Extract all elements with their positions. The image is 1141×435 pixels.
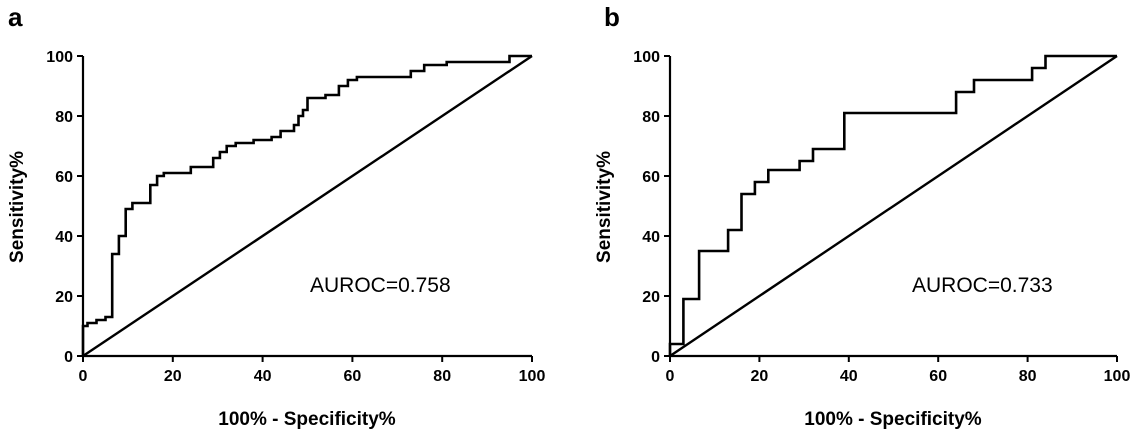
y-tick-label: 60 — [642, 169, 660, 186]
x-tick-label: 60 — [929, 368, 947, 385]
y-tick-label: 20 — [55, 289, 73, 306]
roc-curve — [668, 54, 1117, 356]
x-tick-label: 100 — [1104, 368, 1131, 385]
y-tick-label: 80 — [642, 109, 660, 126]
roc-curve — [81, 54, 532, 356]
auroc-annotation: AUROC=0.758 — [310, 274, 451, 297]
x-tick-label: 40 — [840, 368, 858, 385]
y-tick-label: 40 — [55, 229, 73, 246]
marks-layer — [81, 54, 533, 357]
panel-letter: a — [8, 2, 23, 32]
y-tick-label: 40 — [642, 229, 660, 246]
reference-diagonal — [669, 55, 1118, 357]
panel-b: b Sensitivity% 100% - Specificity% AUROC… — [594, 2, 1130, 430]
x-axis-title: 100% - Specificity% — [804, 409, 982, 430]
tick-layer: 0 20 40 60 80 100 0 20 40 60 80 100 — [633, 49, 1130, 385]
x-tick-label: 100 — [519, 368, 546, 385]
y-tick-label: 0 — [64, 349, 73, 366]
panel-letter: b — [604, 2, 620, 32]
x-tick-label: 20 — [751, 368, 769, 385]
y-tick-label: 100 — [46, 49, 73, 66]
axes — [81, 56, 532, 358]
tick-layer: 0 20 40 60 80 100 0 20 40 60 80 100 — [46, 49, 545, 385]
y-tick-label: 0 — [651, 349, 660, 366]
x-tick-label: 0 — [79, 368, 88, 385]
y-axis-title: Sensitivity% — [594, 151, 615, 263]
y-axis-title: Sensitivity% — [7, 151, 28, 263]
panel-a: a Sensitivity% 100% - Specificity% AUROC… — [7, 2, 545, 430]
x-tick-label: 80 — [1019, 368, 1037, 385]
x-tick-label: 0 — [666, 368, 675, 385]
axes — [668, 56, 1117, 358]
reference-diagonal — [82, 55, 533, 357]
x-tick-label: 40 — [254, 368, 272, 385]
x-tick-label: 80 — [433, 368, 451, 385]
marks-layer — [668, 54, 1118, 357]
x-tick-label: 20 — [164, 368, 182, 385]
auroc-annotation: AUROC=0.733 — [912, 274, 1053, 297]
y-tick-label: 80 — [55, 109, 73, 126]
y-tick-label: 100 — [633, 49, 660, 66]
x-axis-title: 100% - Specificity% — [218, 409, 396, 430]
x-tick-label: 60 — [344, 368, 362, 385]
y-tick-label: 60 — [55, 169, 73, 186]
y-tick-label: 20 — [642, 289, 660, 306]
